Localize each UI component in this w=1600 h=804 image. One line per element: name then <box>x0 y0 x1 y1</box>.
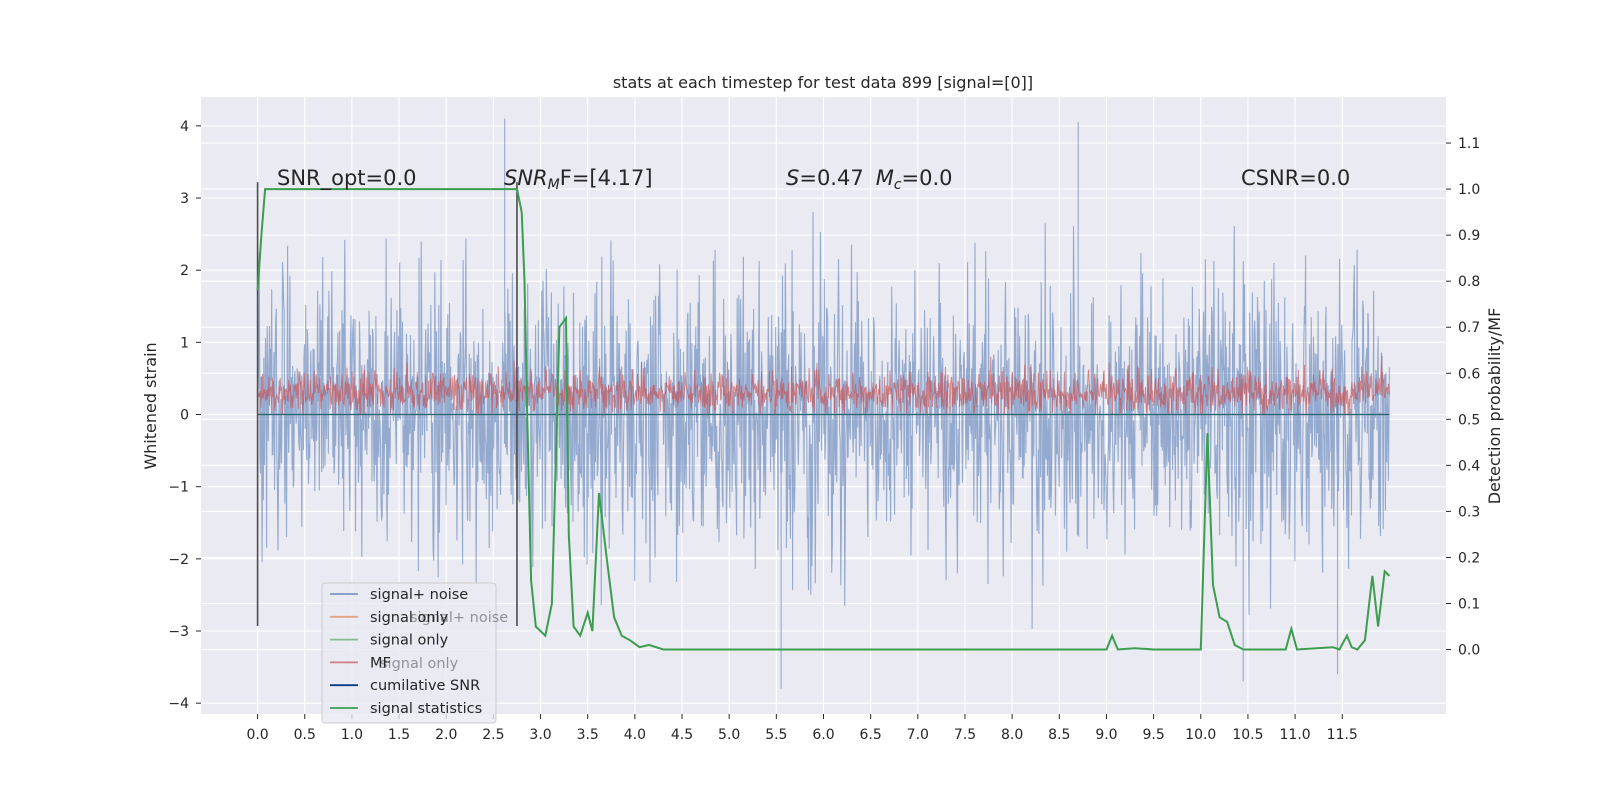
x-tick-label: 4.0 <box>624 727 646 743</box>
y2-tick-label: 0.4 <box>1458 458 1480 474</box>
x-tick-label: 7.5 <box>954 727 976 743</box>
y2-tick-label: 0.7 <box>1458 320 1480 336</box>
legend-box <box>321 582 497 724</box>
x-tick-label: 9.5 <box>1142 727 1164 743</box>
x-tick-label: 8.5 <box>1048 727 1070 743</box>
annotation-snr-mf: SNRMF=[4.17] <box>504 166 653 193</box>
x-tick-label: 6.0 <box>812 727 834 743</box>
y2-axis-label: Detection probability/MF <box>1485 308 1504 505</box>
legend-label-3: MF <box>370 655 391 671</box>
y-tick-label: 0 <box>180 408 189 424</box>
legend-ghost-2: signal only <box>380 656 459 672</box>
y2-tick-label: 1.0 <box>1458 182 1480 198</box>
legend-label-0: signal+ noise <box>370 587 468 603</box>
x-axis-ticks: 0.0 0.5 1.0 1.5 2.0 2.5 3.0 3.5 4.0 4.5 5.0 5.5 6.0 6… <box>246 714 1358 743</box>
legend-label-2: signal only <box>370 633 449 649</box>
x-tick-label: 5.5 <box>765 727 787 743</box>
x-tick-label: 2.5 <box>482 727 504 743</box>
legend-label-5: signal statistics <box>370 701 482 717</box>
mf-series <box>257 352 1390 415</box>
x-tick-label: 8.0 <box>1001 727 1023 743</box>
y2-tick-label: 0.3 <box>1458 504 1480 520</box>
x-tick-label: 1.0 <box>341 727 363 743</box>
y2-tick-label: 0.8 <box>1458 274 1480 290</box>
y-tick-label: 1 <box>180 335 189 351</box>
signal-noise-series <box>257 118 1390 689</box>
y-tick-label: 2 <box>180 263 189 279</box>
y-tick-label: −1 <box>168 480 189 496</box>
y-tick-label: −4 <box>168 696 189 712</box>
x-tick-label: 0.5 <box>294 727 316 743</box>
legend-label-4: cumilative SNR <box>370 678 480 694</box>
y2-tick-label: 0.9 <box>1458 228 1480 244</box>
x-tick-label: 5.0 <box>718 727 740 743</box>
x-tick-label: 1.5 <box>388 727 410 743</box>
x-tick-label: 11.0 <box>1280 727 1311 743</box>
signal-statistics-series <box>256 188 1391 651</box>
x-tick-label: 10.5 <box>1232 727 1263 743</box>
legend-label-1: signal only <box>370 610 449 626</box>
series-signal-statistics-line <box>256 188 1391 651</box>
x-tick-label: 10.0 <box>1185 727 1216 743</box>
x-tick-label: 2.0 <box>435 727 457 743</box>
x-tick-label: 0.0 <box>246 727 268 743</box>
y-tick-label: 4 <box>180 119 189 135</box>
x-tick-label: 3.5 <box>577 727 599 743</box>
legend: signal+ noise signal only signal+ noises… <box>321 582 508 724</box>
x-tick-label: 6.5 <box>860 727 882 743</box>
y2-axis-ticks: 1.1 1.0 0.9 0.8 0.7 0.6 0.5 0.4 0.3 0.2 0.1 0.0 <box>1446 136 1480 659</box>
y-axis-ticks: 4 3 2 1 0 −1 −2 −3 −4 <box>168 119 201 712</box>
y2-tick-label: 0.5 <box>1458 412 1480 428</box>
series-signal-noise-line <box>257 118 1390 689</box>
y-tick-label: 3 <box>180 191 189 207</box>
y-axis-label: Whitened strain <box>141 342 160 469</box>
x-tick-label: 11.5 <box>1327 727 1358 743</box>
y2-tick-label: 1.1 <box>1458 136 1480 152</box>
annotation-csnr: CSNR=0.0 <box>1241 166 1350 190</box>
y-tick-label: −2 <box>168 552 189 568</box>
series-mf-line <box>257 352 1390 415</box>
annotation-snr-opt: SNR_opt=0.0 <box>277 166 417 191</box>
y-tick-label: −3 <box>168 624 189 640</box>
x-tick-label: 4.5 <box>671 727 693 743</box>
x-tick-label: 9.0 <box>1095 727 1117 743</box>
y2-tick-label: 0.6 <box>1458 366 1480 382</box>
chart-title: stats at each timestep for test data 899… <box>613 73 1033 92</box>
x-tick-label: 3.0 <box>529 727 551 743</box>
legend-ghost-1: signal+ noise <box>410 610 508 626</box>
x-tick-label: 7.0 <box>907 727 929 743</box>
vertical-markers <box>256 182 518 626</box>
y2-tick-label: 0.0 <box>1458 643 1480 659</box>
y2-tick-label: 0.1 <box>1458 596 1480 612</box>
annotation-s-mc: S=0.47 Mc=0.0 <box>786 166 953 193</box>
y2-tick-label: 0.2 <box>1458 550 1480 566</box>
